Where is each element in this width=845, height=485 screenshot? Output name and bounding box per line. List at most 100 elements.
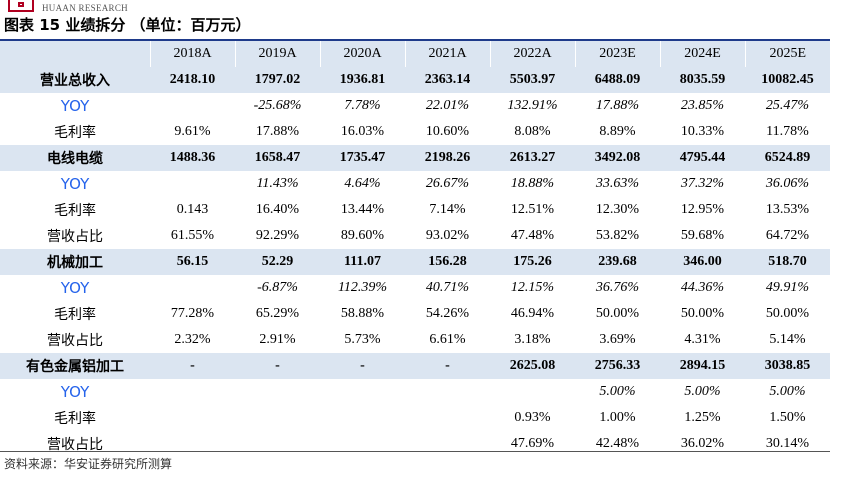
source-note: 资料来源：华安证券研究所测算 — [4, 457, 173, 471]
table-cell — [490, 379, 575, 405]
table-cell: 26.67% — [425, 176, 470, 191]
table-cell: 8.08% — [514, 124, 551, 139]
table-row: 有色金属铝加工 - - - -2625.08 2756.33 2894.15 3038.85 — [0, 353, 830, 379]
table-cell: 2.32% — [174, 332, 211, 347]
table-row: 电线电缆 1488.36 1658.47 1735.47 2198.26 2613.27 3… — [0, 145, 830, 171]
performance-table: 2018A 2019A 2020A 2021A 2022A 2023E 2024… — [0, 41, 830, 457]
row-label: 毛利率 — [54, 307, 96, 323]
table-cell: 12.30% — [595, 202, 640, 217]
table-row: 毛利率 0.143 16.40% 13.44% 7.14% 12.51% 12.30% 12.… — [0, 197, 830, 223]
table-row: YOY 11.43% 4.64% 26.67% 18.88% 33.63% 37.32% 36… — [0, 171, 830, 197]
table-cell: 89.60% — [340, 228, 385, 243]
row-label: YOY — [60, 97, 90, 115]
row-label: 毛利率 — [54, 411, 96, 427]
table-cell — [320, 405, 405, 431]
year-header: 2024E — [659, 41, 745, 67]
table-cell: 12.95% — [680, 202, 725, 217]
table-cell: 92.29% — [255, 228, 300, 243]
table-cell: - — [235, 353, 320, 379]
table-cell: 2363.14 — [405, 67, 490, 93]
table-cell: 2894.15 — [660, 353, 745, 379]
table-cell: - — [320, 353, 405, 379]
table-cell: 52.29 — [235, 249, 320, 275]
table-cell: 50.00% — [680, 306, 725, 321]
table-cell: 22.01% — [425, 98, 470, 113]
table-cell: 2613.27 — [490, 145, 575, 171]
table-cell — [320, 431, 405, 457]
table-cell: 64.72% — [765, 228, 810, 243]
table-cell: 56.15 — [150, 249, 235, 275]
row-label: 营收占比 — [47, 333, 103, 349]
table-row: YOY -25.68% 7.78% 22.01% 132.91% 17.88% 23.85%… — [0, 93, 830, 119]
table-cell: 11.78% — [766, 124, 809, 139]
table-cell: 2.91% — [259, 332, 296, 347]
table-cell — [150, 405, 235, 431]
year-header: 2018A — [149, 41, 235, 67]
year-header: 2025E — [744, 41, 830, 67]
row-label: YOY — [60, 175, 90, 193]
table-cell: 33.63% — [595, 176, 640, 191]
table-row: 毛利率 0.93% 1.00% 1.25% 1.50% — [0, 405, 830, 431]
table-cell: 58.88% — [340, 306, 385, 321]
table-cell: 37.32% — [680, 176, 725, 191]
table-cell: - — [405, 353, 490, 379]
table-cell: 59.68% — [680, 228, 725, 243]
table-cell: 7.78% — [344, 98, 381, 113]
year-header: 2019A — [234, 41, 320, 67]
table-cell — [150, 93, 235, 119]
table-cell: 3.69% — [599, 332, 636, 347]
table-cell: 0.93% — [514, 410, 551, 425]
table-cell: 10.60% — [425, 124, 470, 139]
table-cell: 10082.45 — [745, 67, 830, 93]
table-cell: 23.85% — [680, 98, 725, 113]
row-label: 有色金属铝加工 — [0, 353, 150, 379]
table-cell: 2198.26 — [405, 145, 490, 171]
figure-title: 图表 15 业绩拆分 （单位：百万元） — [4, 16, 251, 34]
table-cell: 36.06% — [765, 176, 810, 191]
table-cell — [405, 431, 490, 457]
table-cell — [405, 405, 490, 431]
table-row: 营收占比 2.32% 2.91% 5.73% 6.61% 3.18% 3.69% 4.31% 5… — [0, 327, 830, 353]
row-label: YOY — [60, 279, 90, 297]
table-body: 营业总收入 2418.10 1797.02 1936.81 2363.14 5503.97… — [0, 67, 830, 457]
bottom-rule — [0, 451, 830, 452]
table-cell: 5.73% — [344, 332, 381, 347]
table-cell: 36.02% — [680, 436, 725, 451]
table-cell: 36.76% — [595, 280, 640, 295]
row-label: 营业总收入 — [0, 67, 150, 93]
table-cell: 6524.89 — [745, 145, 830, 171]
table-cell: 50.00% — [595, 306, 640, 321]
table-cell: 9.61% — [174, 124, 211, 139]
table-cell: 13.53% — [765, 202, 810, 217]
table-cell: 346.00 — [660, 249, 745, 275]
table-cell: 2625.08 — [490, 353, 575, 379]
table-row: 营业总收入 2418.10 1797.02 1936.81 2363.14 5503.97… — [0, 67, 830, 93]
table-cell: 16.40% — [255, 202, 300, 217]
table-cell: 5.00% — [769, 384, 806, 399]
brand-name: HUAAN RESEARCH — [42, 3, 128, 13]
table-cell — [320, 379, 405, 405]
table-cell: 1936.81 — [320, 67, 405, 93]
table-row: 机械加工 56.15 52.29 111.07 156.28 175.26 239.68 34… — [0, 249, 830, 275]
table-cell: -6.87% — [257, 280, 298, 295]
table-cell — [150, 171, 235, 197]
table-cell: 25.47% — [765, 98, 810, 113]
table-cell: 4.64% — [344, 176, 381, 191]
table-cell: 4795.44 — [660, 145, 745, 171]
row-label: 机械加工 — [0, 249, 150, 275]
table-cell — [150, 431, 235, 457]
table-cell — [405, 379, 490, 405]
table-cell: 40.71% — [425, 280, 470, 295]
table-cell: 1797.02 — [235, 67, 320, 93]
table-cell: 13.44% — [340, 202, 385, 217]
header-corner — [0, 41, 150, 67]
table-cell: 6.61% — [429, 332, 466, 347]
row-label: 毛利率 — [54, 125, 96, 141]
year-header: 2023E — [574, 41, 660, 67]
table-cell: 77.28% — [170, 306, 215, 321]
table-cell: 2756.33 — [575, 353, 660, 379]
table-cell: 156.28 — [405, 249, 490, 275]
logo-mark-icon — [8, 0, 34, 12]
table-cell: 5.14% — [769, 332, 806, 347]
table-cell: 42.48% — [595, 436, 640, 451]
